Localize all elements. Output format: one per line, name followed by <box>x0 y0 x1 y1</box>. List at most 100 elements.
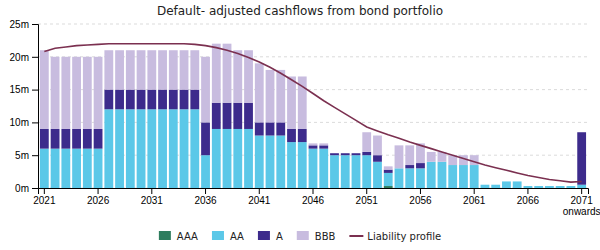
x-axis: 2021202620312036204120462051205620612066… <box>33 188 600 217</box>
bar <box>61 57 70 129</box>
y-tick-mark <box>32 90 38 91</box>
plot-area <box>40 44 586 188</box>
bar <box>190 90 199 110</box>
bar <box>341 153 350 155</box>
bar <box>61 149 70 188</box>
bar <box>72 129 81 149</box>
bar <box>223 44 232 103</box>
bar <box>201 155 210 188</box>
bar <box>51 57 60 129</box>
y-axis: 0m5m10m15m20m25m <box>10 19 39 194</box>
bar <box>255 63 264 122</box>
bar <box>524 186 533 187</box>
bar <box>94 149 103 188</box>
x-tick-label: 2051 <box>356 195 379 206</box>
bar <box>158 109 167 188</box>
bar <box>233 103 242 129</box>
bar <box>255 136 264 188</box>
bar <box>481 185 490 188</box>
legend-label: AA <box>230 231 244 242</box>
bar <box>94 57 103 129</box>
bar <box>115 109 124 188</box>
bar <box>115 50 124 89</box>
bar <box>319 149 328 188</box>
bar <box>266 122 275 135</box>
y-tick: 25m <box>10 19 38 30</box>
x-tick-mark <box>527 188 528 194</box>
bar <box>115 90 124 110</box>
bar <box>427 152 436 162</box>
y-tick-mark <box>32 24 38 25</box>
x-tick-label: 2071onwards <box>563 195 600 217</box>
x-tick-label: 2066 <box>517 195 540 206</box>
legend-item: AAA <box>159 231 198 242</box>
bar <box>212 129 221 188</box>
bar <box>405 145 414 165</box>
bar <box>416 163 425 168</box>
title: Default- adjusted cashflows from bond po… <box>157 4 443 18</box>
bar <box>502 181 511 182</box>
bar <box>255 122 264 135</box>
legend-item: AA <box>212 231 244 242</box>
bar <box>233 50 242 102</box>
bar <box>180 90 189 110</box>
legend-item: A <box>258 231 283 242</box>
x-tick: 2021 <box>33 188 56 206</box>
bar <box>83 149 92 188</box>
bar <box>319 145 328 148</box>
legend-item: BBB <box>297 231 336 242</box>
bar <box>276 136 285 188</box>
bar <box>384 173 393 186</box>
legend-label: Liability profile <box>367 231 441 242</box>
bar <box>384 166 393 169</box>
bar <box>126 109 135 188</box>
y-tick: 10m <box>10 117 38 128</box>
y-tick-label: 10m <box>10 117 29 128</box>
y-tick: 0m <box>15 183 38 194</box>
x-tick-mark <box>313 188 314 194</box>
bar <box>438 162 447 188</box>
bar <box>341 153 350 154</box>
x-tick-label: 2031 <box>141 195 164 206</box>
legend-swatch <box>159 231 171 240</box>
bar <box>534 186 543 187</box>
bar <box>545 186 554 187</box>
bar <box>395 168 404 188</box>
x-tick: 2036 <box>194 188 217 206</box>
bar <box>180 109 189 188</box>
line <box>44 44 581 182</box>
bar <box>577 132 586 184</box>
bar <box>384 170 393 173</box>
bar <box>201 57 210 123</box>
bar <box>287 142 296 188</box>
x-tick-mark <box>474 188 475 194</box>
bar <box>405 168 414 188</box>
bar <box>223 129 232 188</box>
bar <box>266 70 275 122</box>
bar <box>330 153 339 155</box>
legend-label: BBB <box>315 231 336 242</box>
bar <box>223 103 232 129</box>
bar <box>276 70 285 122</box>
bar <box>309 143 318 145</box>
chart: Default- adjusted cashflows from bond po… <box>0 0 600 250</box>
bar <box>83 57 92 129</box>
bar <box>244 129 253 188</box>
bar <box>470 165 479 188</box>
bar <box>524 186 533 188</box>
legend-swatch <box>258 231 270 240</box>
x-axis-line <box>39 189 589 195</box>
bar <box>502 181 511 188</box>
x-tick: 2026 <box>87 188 110 206</box>
bar <box>577 185 586 188</box>
bar <box>40 149 49 188</box>
x-tick-label: 2056 <box>409 195 432 206</box>
bar <box>491 185 500 188</box>
x-tick: 2031 <box>141 188 164 206</box>
bar <box>448 165 457 188</box>
bar <box>212 44 221 103</box>
bar <box>362 155 371 188</box>
bar <box>491 184 500 185</box>
x-tick-mark <box>420 188 421 194</box>
legend-swatch <box>297 231 309 240</box>
